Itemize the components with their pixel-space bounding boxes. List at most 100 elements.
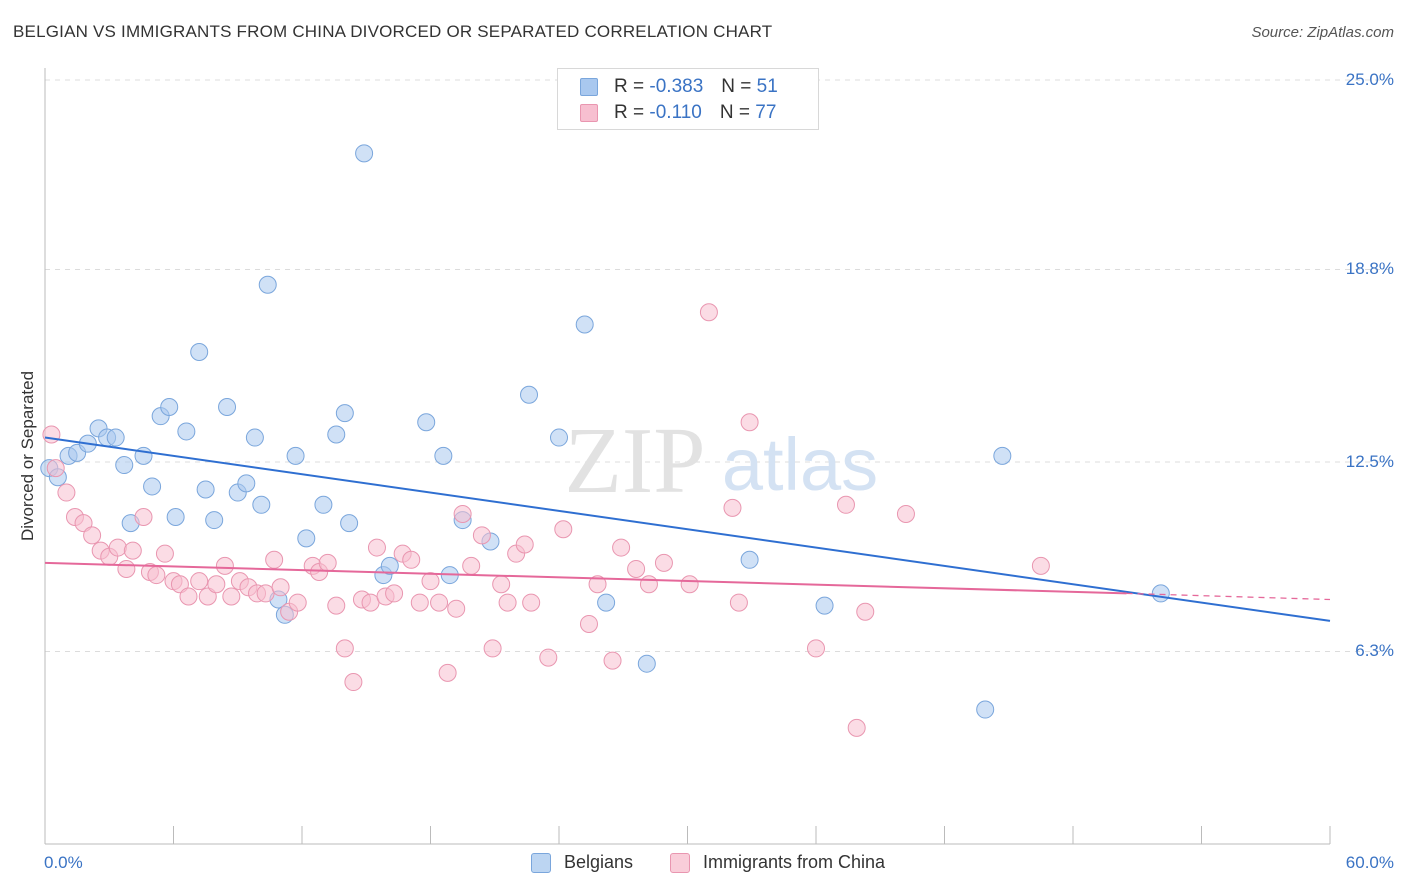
data-point <box>1151 584 1170 603</box>
data-point <box>117 559 136 578</box>
data-point <box>123 541 142 560</box>
data-point <box>1031 556 1050 575</box>
data-point <box>361 593 380 612</box>
data-point <box>402 550 421 569</box>
data-point <box>327 425 346 444</box>
chart-title: BELGIAN VS IMMIGRANTS FROM CHINA DIVORCE… <box>13 22 773 41</box>
data-point <box>836 495 855 514</box>
data-point <box>729 593 748 612</box>
legend-r-label: R = <box>614 76 645 97</box>
data-point <box>147 566 166 585</box>
trend-line-extension <box>1126 592 1331 601</box>
data-point <box>318 553 337 572</box>
data-point <box>550 428 568 447</box>
data-point <box>179 587 198 606</box>
data-point <box>205 511 224 530</box>
data-point <box>723 498 742 517</box>
data-point <box>430 593 449 612</box>
y-tick-label: 12.5% <box>1345 452 1394 471</box>
data-point <box>520 385 539 404</box>
data-point <box>134 508 153 527</box>
data-point <box>434 446 453 465</box>
data-point <box>896 504 915 523</box>
data-point <box>637 654 656 673</box>
data-point <box>355 144 374 163</box>
data-point <box>42 425 61 444</box>
data-point <box>166 508 185 527</box>
legend-n-value: 77 <box>755 102 777 123</box>
data-point <box>417 413 436 432</box>
data-point <box>740 413 759 432</box>
data-point <box>522 593 541 612</box>
data-point <box>177 422 196 441</box>
data-point <box>380 556 399 575</box>
data-point <box>83 526 102 545</box>
data-point <box>258 275 277 294</box>
data-point <box>492 575 511 594</box>
data-point <box>344 673 363 692</box>
data-point <box>588 575 607 594</box>
source-label: Source: ZipAtlas.com <box>1251 24 1394 41</box>
data-point <box>335 639 354 658</box>
legend-n-label: N = <box>721 76 752 97</box>
legend-n-value: 51 <box>756 76 778 97</box>
data-point <box>654 553 673 572</box>
data-point <box>453 504 472 523</box>
data-point <box>815 596 834 615</box>
series-legend: Belgians Immigrants from China <box>0 852 1406 878</box>
legend-r-label: R = <box>614 102 645 123</box>
data-point <box>856 602 875 621</box>
data-point <box>807 639 825 658</box>
data-point <box>483 639 502 658</box>
legend-swatch-belgians <box>531 852 551 873</box>
data-point <box>237 474 256 493</box>
data-point <box>46 459 65 478</box>
data-point <box>297 529 316 548</box>
data-point <box>993 446 1012 465</box>
data-point <box>367 538 386 557</box>
data-point <box>579 614 598 633</box>
legend-swatch-china <box>580 104 598 122</box>
data-point <box>612 538 631 557</box>
y-tick-label: 25.0% <box>1345 70 1394 89</box>
axes <box>44 68 1331 845</box>
data-point <box>639 575 658 594</box>
data-point <box>410 593 429 612</box>
trend-line-china <box>44 561 1127 595</box>
data-point <box>143 477 162 496</box>
data-point <box>327 596 346 615</box>
legend-swatch-china <box>670 852 690 873</box>
data-point <box>190 572 209 591</box>
data-point <box>106 428 125 447</box>
data-point <box>554 520 573 539</box>
watermark: ZIP atlas <box>565 409 879 513</box>
data-point <box>57 483 76 502</box>
data-point <box>627 559 646 578</box>
data-point <box>498 593 517 612</box>
legend-item-china[interactable]: Immigrants from China <box>670 852 885 873</box>
series-china <box>42 303 1050 737</box>
data-point <box>170 575 189 594</box>
grid-lines <box>45 79 1388 652</box>
y-tick-label: 18.8% <box>1345 259 1394 279</box>
data-point <box>421 572 440 591</box>
data-point <box>286 446 305 465</box>
data-point <box>256 584 275 603</box>
legend-label-belgians: Belgians <box>564 852 634 872</box>
data-point <box>699 303 718 322</box>
data-point <box>288 593 307 612</box>
data-point <box>265 550 284 569</box>
data-point <box>575 315 594 334</box>
legend-item-belgians[interactable]: Belgians <box>531 852 633 873</box>
legend-r-value: -0.110 <box>649 102 702 123</box>
data-point <box>252 495 271 514</box>
legend-n-label: N = <box>719 102 750 123</box>
legend-swatch-belgians <box>580 78 598 96</box>
data-point <box>740 550 759 569</box>
legend-r-value: -0.383 <box>649 76 704 97</box>
data-point <box>160 397 179 416</box>
trend-line-belgians <box>44 436 1331 622</box>
data-point <box>196 480 215 499</box>
data-point <box>335 404 354 423</box>
data-point <box>597 593 616 612</box>
